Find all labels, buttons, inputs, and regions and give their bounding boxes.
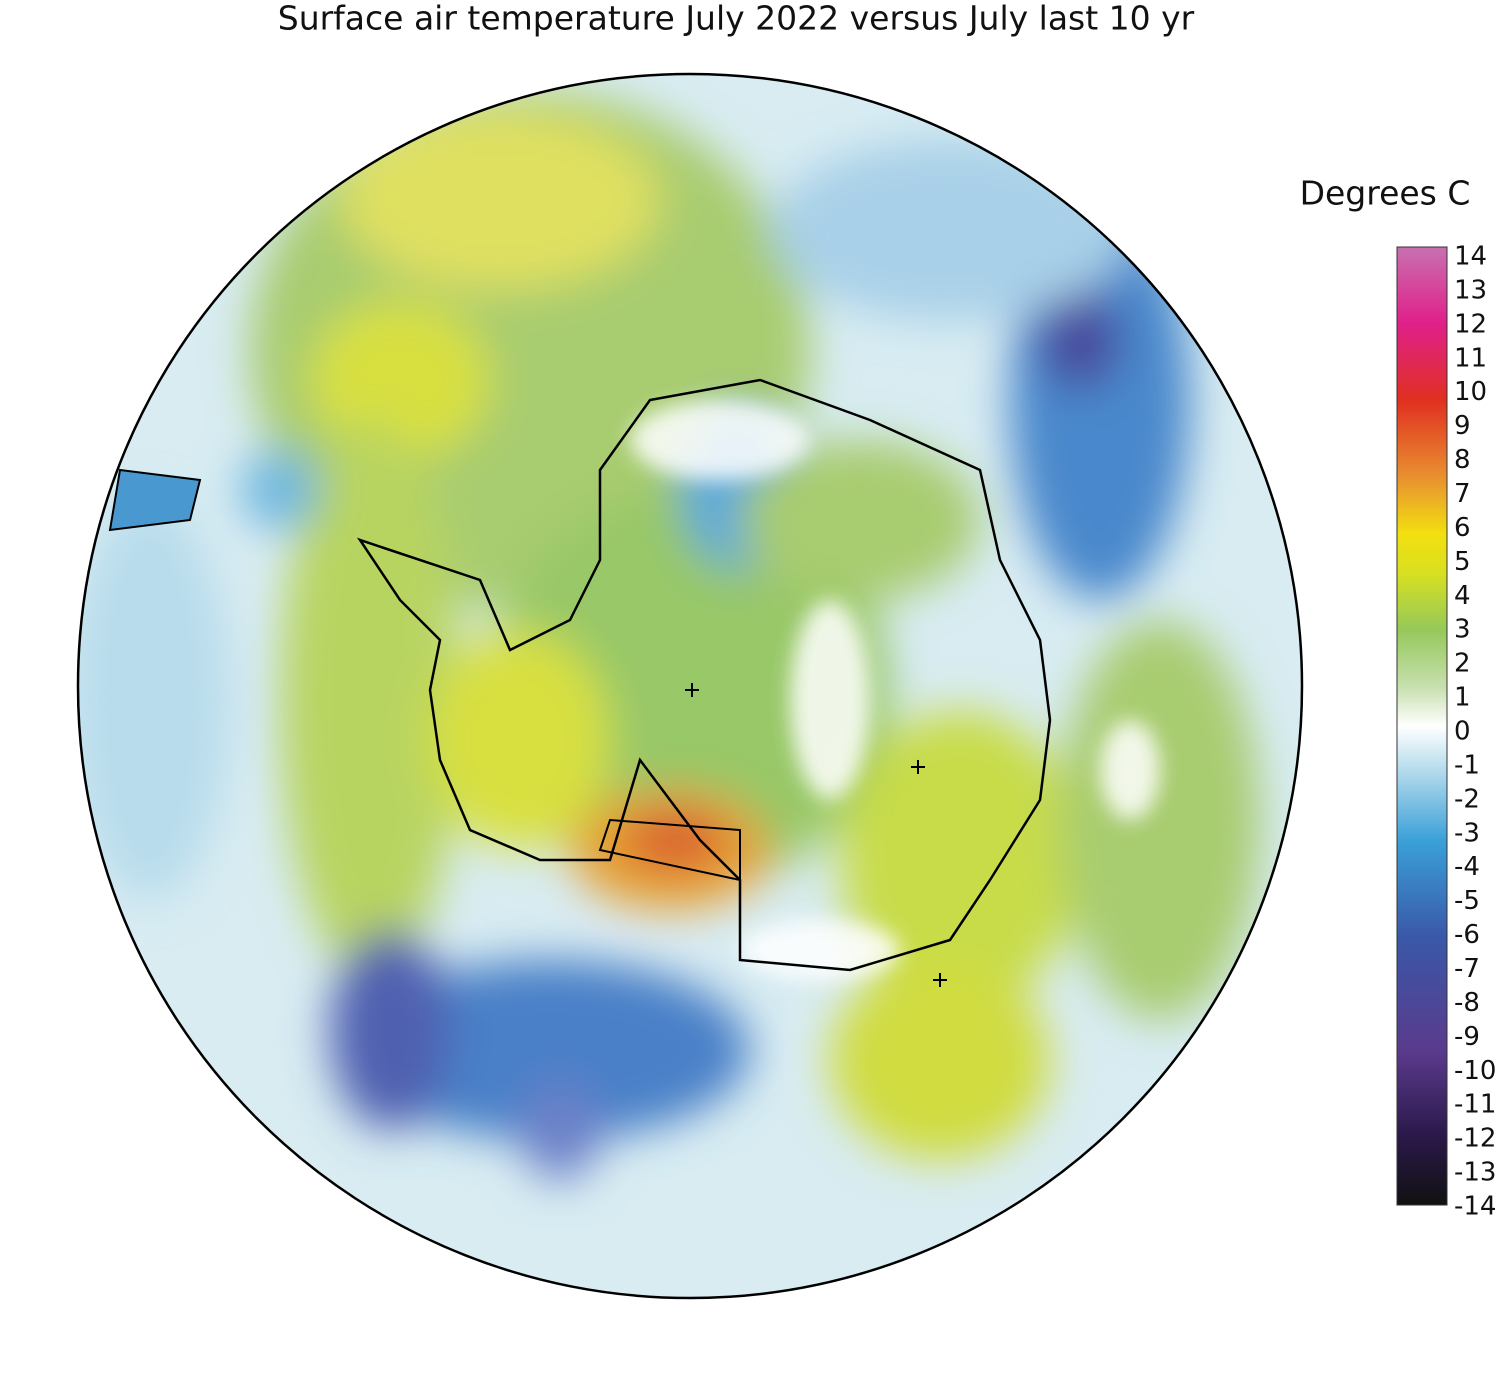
legend-tick-label: -7	[1454, 954, 1480, 984]
legend-tick-label: -6	[1454, 920, 1480, 950]
legend-title: Degrees C	[1300, 174, 1471, 213]
legend-tick-label: 9	[1454, 411, 1471, 441]
legend-tick-label: -4	[1454, 852, 1480, 882]
legend-tick-label: -11	[1454, 1090, 1496, 1120]
legend-tick-label: 2	[1454, 649, 1471, 679]
temperature-field	[78, 74, 1302, 1298]
legend-tick-label: -2	[1454, 784, 1480, 814]
legend-tick-label: 5	[1454, 547, 1471, 577]
legend-tick-label: -10	[1454, 1056, 1496, 1086]
legend-tick-label: -3	[1454, 818, 1480, 848]
legend-tick-label: -12	[1454, 1124, 1496, 1154]
legend-tick-label: 12	[1454, 309, 1487, 339]
legend-tick-label: 6	[1454, 513, 1471, 543]
legend-tick-label: -1	[1454, 750, 1480, 780]
legend-ticks: 14131211109876543210-1-2-3-4-5-6-7-8-9-1…	[1454, 242, 1496, 1222]
legend-tick-label: 7	[1454, 479, 1471, 509]
legend-tick-label: 0	[1454, 717, 1471, 747]
legend-tick-label: 3	[1454, 615, 1471, 645]
legend-tick-label: -14	[1454, 1192, 1496, 1222]
map-title: Surface air temperature July 2022 versus…	[278, 0, 1195, 38]
legend-tick-label: 4	[1454, 581, 1471, 611]
legend-tick-label: 11	[1454, 343, 1487, 373]
legend-tick-label: -9	[1454, 1022, 1480, 1052]
legend-tick-label: -5	[1454, 886, 1480, 916]
legend-tick-label: 1	[1454, 683, 1471, 713]
legend-tick-label: -8	[1454, 988, 1480, 1018]
legend-tick-label: 10	[1454, 377, 1487, 407]
legend-tick-label: -13	[1454, 1158, 1496, 1188]
grid-crosses	[685, 683, 947, 987]
legend-tick-label: 14	[1454, 242, 1487, 272]
legend-tick-label: 8	[1454, 445, 1471, 475]
legend-tick-label: 13	[1454, 275, 1487, 305]
color-scale	[1396, 246, 1448, 1206]
